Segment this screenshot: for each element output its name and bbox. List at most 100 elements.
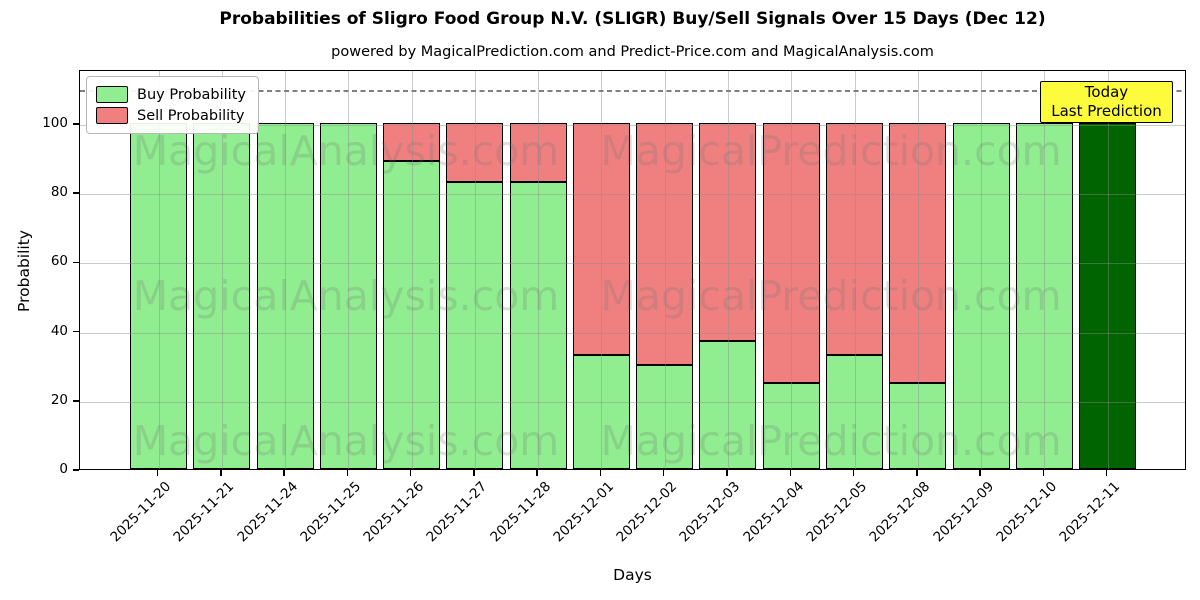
x-tick-mark <box>220 470 222 476</box>
x-tick-label: 2025-11-25 <box>297 478 365 546</box>
bar-sell-segment <box>699 123 757 341</box>
bar-buy-segment <box>572 354 630 469</box>
x-tick-mark <box>1042 470 1044 476</box>
legend: Buy Probability Sell Probability <box>86 76 259 134</box>
x-tick-label: 2025-12-11 <box>1056 478 1124 546</box>
v-gridline <box>474 71 476 469</box>
y-tick-mark <box>72 261 79 264</box>
x-tick-label: 2025-11-28 <box>487 478 554 546</box>
y-axis-label: Probability <box>15 230 33 312</box>
y-tick-mark <box>72 469 79 471</box>
today-annotation-box: Today Last Prediction <box>1040 81 1173 123</box>
bar-buy-segment <box>383 161 441 469</box>
x-tick-mark <box>156 470 159 476</box>
x-tick-mark <box>789 470 791 476</box>
v-gridline <box>854 71 856 469</box>
h-gridline <box>80 263 1185 265</box>
bar-sell-segment <box>509 123 567 182</box>
bar-buy-segment <box>446 181 504 469</box>
x-axis-label: Days <box>613 566 652 584</box>
legend-row-sell: Sell Probability <box>96 105 246 126</box>
x-tick-mark <box>599 470 602 476</box>
v-gridline <box>981 71 982 469</box>
x-tick-mark <box>473 470 475 476</box>
bar-buy-segment <box>193 123 251 469</box>
v-gridline <box>221 71 223 469</box>
x-tick-label: 2025-12-03 <box>676 478 744 546</box>
y-tick-mark <box>72 123 79 125</box>
y-tick-label: 100 <box>42 115 68 131</box>
bar-buy-segment <box>889 382 947 469</box>
x-tick-label: 2025-11-26 <box>360 478 428 546</box>
h-gridline <box>80 332 1185 334</box>
x-tick-mark <box>852 470 855 476</box>
v-gridline <box>348 71 350 469</box>
bar-sell-segment <box>446 123 504 182</box>
x-tick-label: 2025-11-24 <box>233 478 301 546</box>
y-tick-label: 0 <box>59 461 68 477</box>
watermark-text: MagicalAnalysis.com <box>132 417 560 465</box>
y-tick-label: 80 <box>50 184 68 201</box>
x-tick-label: 2025-12-09 <box>929 478 997 546</box>
v-gridline <box>601 71 603 469</box>
bar-buy-segment <box>130 123 187 469</box>
x-tick-mark <box>1105 470 1108 476</box>
bar-buy-segment <box>952 123 1010 469</box>
v-gridline <box>285 71 286 469</box>
bar-buy-segment <box>826 354 883 469</box>
x-tick-mark <box>536 470 538 476</box>
today-annotation-line2: Last Prediction <box>1051 102 1162 120</box>
legend-row-buy: Buy Probability <box>96 84 246 105</box>
x-tick-label: 2025-12-04 <box>740 478 807 546</box>
bar-today-buy <box>1079 123 1137 469</box>
h-gridline <box>80 194 1185 196</box>
watermark-text: MagicalPrediction.com <box>600 272 1062 320</box>
bar-buy-segment <box>699 341 757 469</box>
dashed-threshold-line <box>80 90 1185 92</box>
bar-buy-segment <box>762 382 820 469</box>
watermark-text: MagicalPrediction.com <box>600 417 1062 465</box>
sell-probability-swatch <box>96 107 128 124</box>
x-tick-label: 2025-12-05 <box>803 478 871 546</box>
v-gridline <box>664 71 666 469</box>
buy-probability-swatch <box>96 86 128 103</box>
plot-area: Buy Probability Sell Probability Magical… <box>79 70 1186 470</box>
x-tick-label: 2025-11-27 <box>423 478 491 546</box>
bar-buy-segment <box>1015 123 1073 469</box>
bar-sell-segment <box>383 122 441 161</box>
x-tick-label: 2025-11-20 <box>107 478 175 546</box>
v-gridline <box>158 71 160 469</box>
x-tick-mark <box>346 470 349 476</box>
buy-probability-label: Buy Probability <box>137 86 246 103</box>
v-gridline <box>411 71 413 469</box>
watermark-text: MagicalAnalysis.com <box>132 272 560 320</box>
x-tick-mark <box>726 470 728 476</box>
v-gridline <box>727 71 729 469</box>
v-gridline <box>917 71 919 469</box>
v-gridline <box>1107 71 1109 469</box>
x-tick-mark <box>409 470 412 476</box>
y-tick-label: 60 <box>50 253 68 270</box>
y-tick-mark <box>72 330 79 333</box>
v-gridline <box>1044 71 1046 469</box>
bar-buy-segment <box>509 181 567 469</box>
x-tick-mark <box>916 470 918 476</box>
h-gridline <box>80 401 1185 403</box>
v-gridline <box>791 71 793 469</box>
x-tick-mark <box>662 470 665 476</box>
bar-buy-segment <box>256 123 314 469</box>
bar-buy-segment <box>636 365 694 469</box>
bar-buy-segment <box>319 123 377 469</box>
watermark-text: MagicalAnalysis.com <box>132 127 560 175</box>
chart-subtitle: powered by MagicalPrediction.com and Pre… <box>331 44 934 60</box>
bar-sell-segment <box>889 123 947 383</box>
h-gridline <box>80 125 1185 126</box>
sell-probability-label: Sell Probability <box>137 107 245 124</box>
bar-sell-segment <box>636 123 694 366</box>
x-tick-label: 2025-11-21 <box>170 478 238 546</box>
watermark-text: MagicalPrediction.com <box>600 127 1062 175</box>
y-tick-label: 40 <box>50 322 68 339</box>
x-tick-label: 2025-12-08 <box>866 478 934 546</box>
today-annotation-line1: Today <box>1084 83 1129 101</box>
